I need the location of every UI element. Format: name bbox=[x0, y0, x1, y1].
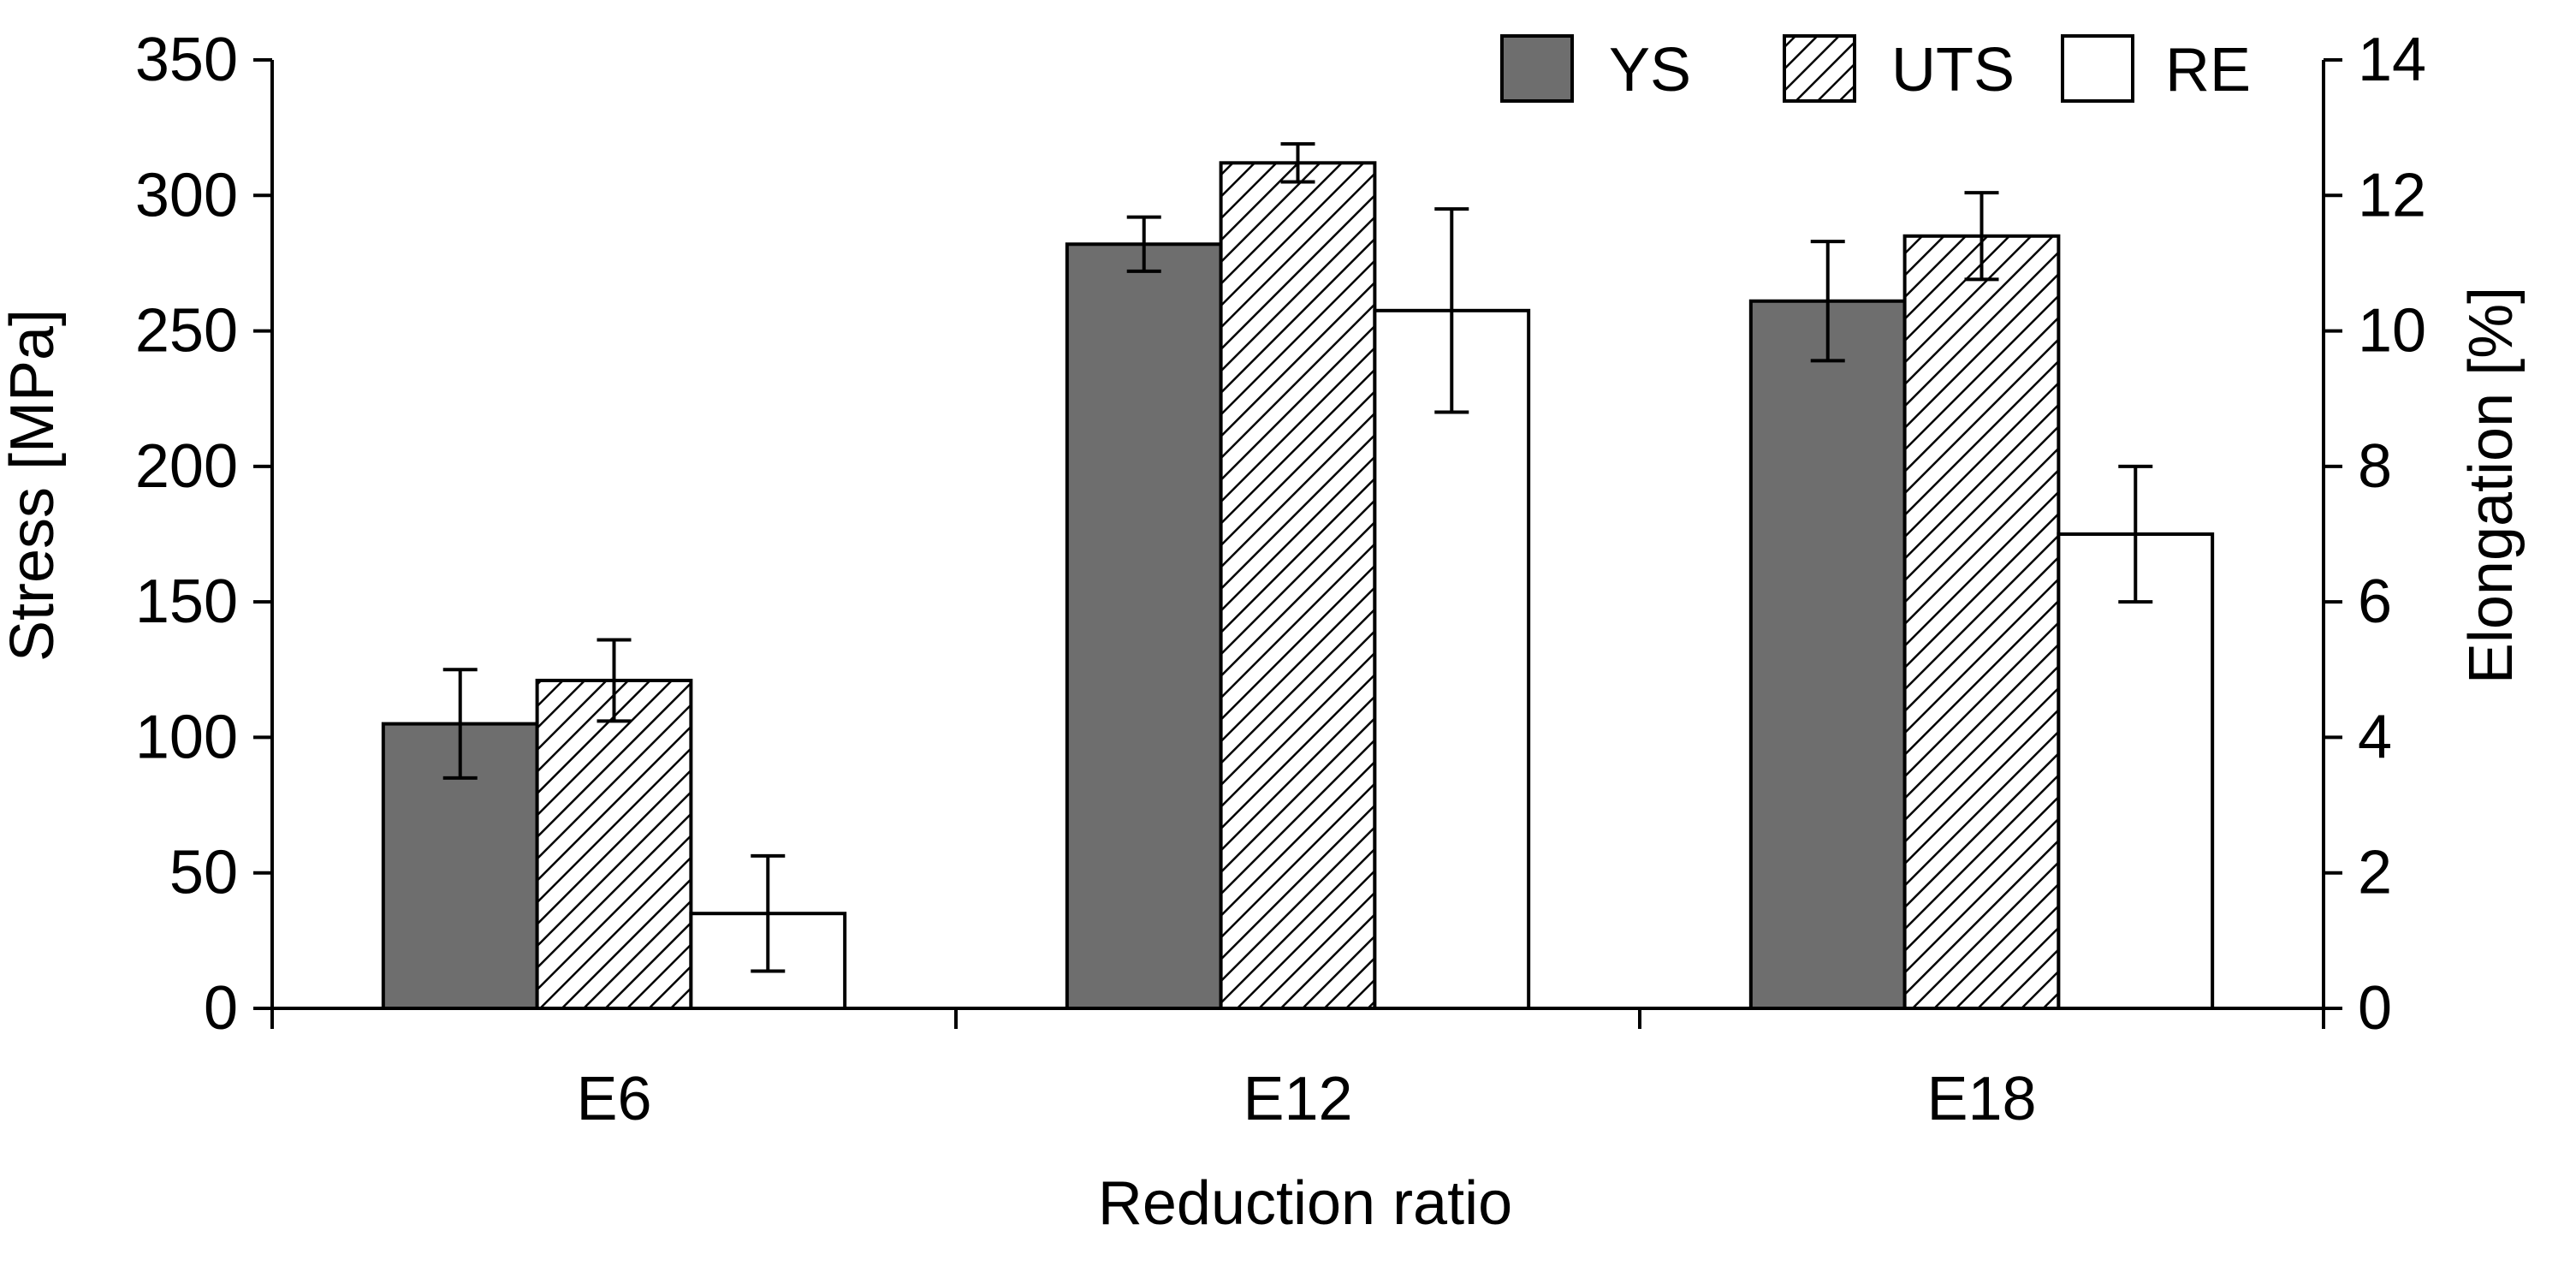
y2-tick-label: 6 bbox=[2358, 568, 2392, 636]
bar-re-e12 bbox=[1373, 308, 1531, 1011]
y-tick-label: 350 bbox=[135, 26, 238, 94]
bar-uts-e6 bbox=[535, 678, 693, 1010]
y2-tick-label: 2 bbox=[2358, 839, 2392, 907]
x-tick-label: E6 bbox=[576, 1065, 651, 1133]
y-tick-label: 150 bbox=[135, 568, 238, 636]
y2-tick-label: 0 bbox=[2358, 974, 2392, 1043]
x-tick-label: E12 bbox=[1243, 1065, 1352, 1133]
error-bars bbox=[442, 142, 2153, 973]
y-tick-label: 100 bbox=[135, 703, 238, 771]
legend-label-re: RE bbox=[2165, 36, 2251, 104]
y2-tick-label: 8 bbox=[2358, 432, 2392, 501]
bars bbox=[381, 161, 2215, 1011]
axis-labels: Reduction ratio Stress [MPa] Elongation … bbox=[0, 287, 2526, 1238]
x-axis-title: Reduction ratio bbox=[1098, 1169, 1512, 1238]
legend: YS UTS RE bbox=[1500, 34, 2251, 104]
y-tick-label: 300 bbox=[135, 161, 238, 229]
legend-label-ys: YS bbox=[1609, 36, 1691, 104]
axes: 0 50 100 150 200 250 300 350 0 2 4 6 8 10 12 14 E6 E12 E18 bbox=[135, 26, 2426, 1133]
y-axis-title: Stress [MPa] bbox=[0, 309, 67, 662]
y2-tick-label: 14 bbox=[2358, 26, 2426, 94]
y-tick-label: 200 bbox=[135, 432, 238, 501]
y2-tick-label: 10 bbox=[2358, 297, 2426, 366]
legend-swatch-ys bbox=[1500, 34, 1574, 103]
legend-swatch-re bbox=[2061, 34, 2134, 103]
y2-tick-label: 4 bbox=[2358, 703, 2392, 771]
bar-re-e18 bbox=[2057, 532, 2215, 1010]
y-tick-label: 50 bbox=[169, 839, 238, 907]
x-tick-label: E18 bbox=[1926, 1065, 2036, 1133]
bar-ys-e18 bbox=[1748, 299, 1907, 1010]
legend-label-uts: UTS bbox=[1891, 36, 2015, 104]
bar-uts-e12 bbox=[1219, 161, 1377, 1011]
y-tick-label: 0 bbox=[204, 974, 238, 1043]
y2-axis-title: Elongation [%] bbox=[2457, 287, 2526, 684]
y-tick-label: 250 bbox=[135, 297, 238, 366]
y2-tick-label: 12 bbox=[2358, 161, 2426, 229]
bar-ys-e12 bbox=[1065, 242, 1223, 1011]
bar-uts-e18 bbox=[1902, 234, 2061, 1010]
legend-swatch-uts bbox=[1783, 34, 1856, 103]
